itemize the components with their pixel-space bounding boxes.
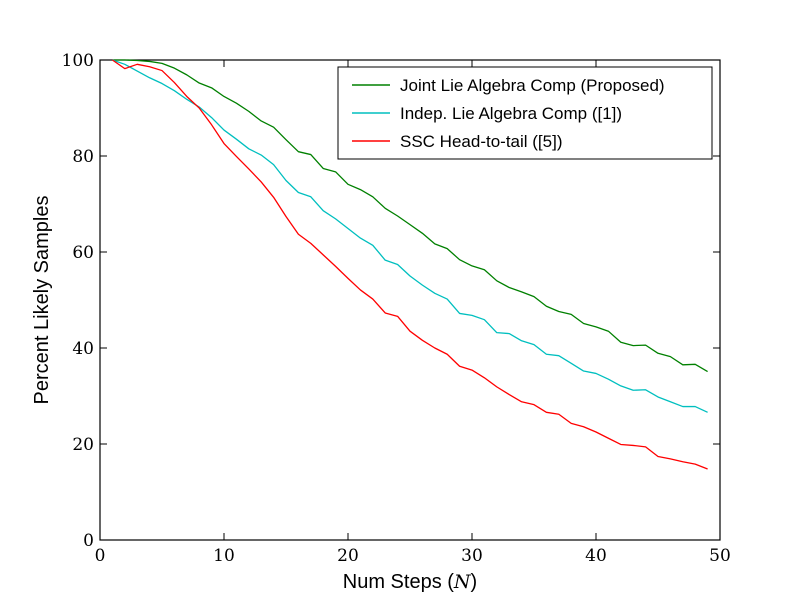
legend-label-ssc: SSC Head-to-tail ([5]) [400,132,563,151]
legend-entry: SSC Head-to-tail ([5]) [352,132,563,151]
x-axis-label-prefix: Num Steps ( [343,571,454,593]
legend-entry: Indep. Lie Algebra Comp ([1]) [352,104,622,123]
y-tick-label: 60 [72,243,94,263]
x-axis-label-suffix: ) [471,571,478,593]
x-tick-label: 0 [95,546,106,566]
axis-ticks: 0 10 20 30 40 50 0 20 40 60 80 100 [62,51,731,566]
x-tick-label: 20 [337,546,359,566]
y-tick-label: 40 [72,339,94,359]
x-tick-label: 40 [585,546,607,566]
y-tick-label: 80 [72,147,94,167]
x-tick-label: 30 [461,546,483,566]
x-axis-label: Num Steps (N) [343,571,477,593]
x-tick-label: 50 [709,546,731,566]
y-tick-label: 20 [72,435,94,455]
legend-box [337,66,713,160]
legend: Joint Lie Algebra Comp (Proposed) Indep.… [337,66,713,160]
y-axis-label: Percent Likely Samples [31,196,53,405]
y-tick-label: 100 [62,51,94,71]
series-line-1 [112,59,708,413]
y-tick-label: 0 [83,531,94,551]
legend-label-joint: Joint Lie Algebra Comp (Proposed) [400,76,665,95]
x-tick-label: 10 [213,546,235,566]
legend-label-indep: Indep. Lie Algebra Comp ([1]) [400,104,622,123]
legend-entry: Joint Lie Algebra Comp (Proposed) [352,76,665,95]
series-line-0 [112,59,708,373]
series-lines [112,59,708,470]
x-axis-label-variable: N [453,571,472,593]
series-line-2 [112,59,708,470]
